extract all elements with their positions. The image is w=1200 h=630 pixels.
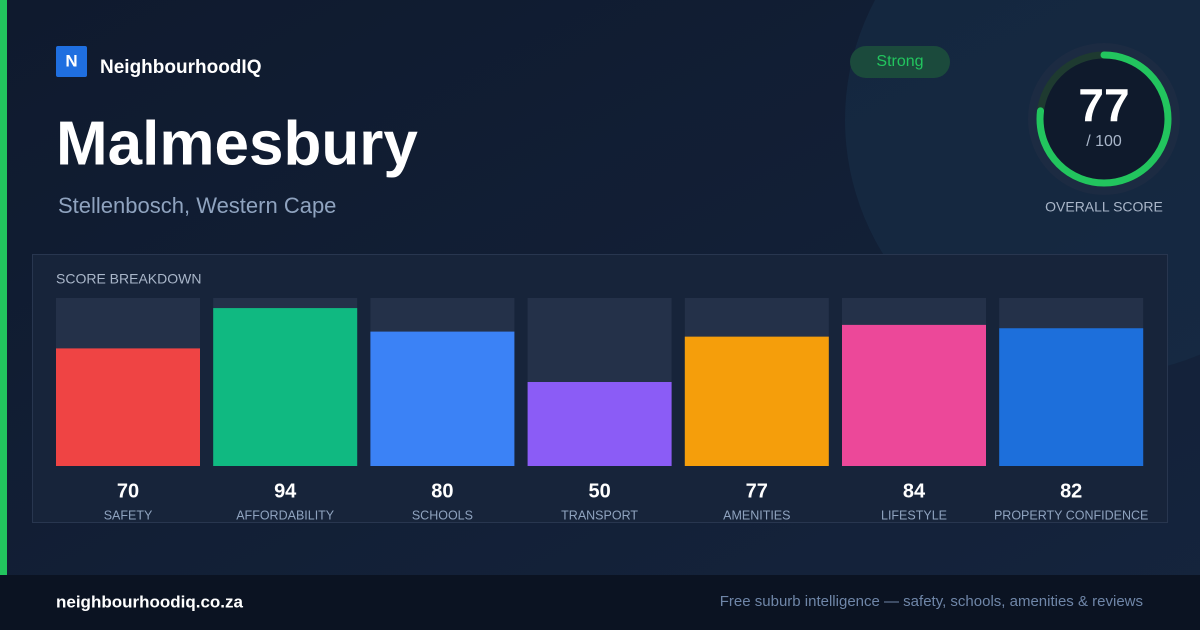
x-tick-label: SAFETY xyxy=(104,508,153,522)
x-tick-label: SCHOOLS xyxy=(412,508,473,522)
overall-label: OVERALL SCORE xyxy=(1045,199,1163,215)
badge xyxy=(850,46,950,78)
bar xyxy=(999,328,1144,466)
bar xyxy=(56,348,200,466)
x-tick-label: PROPERTY CONFIDENCE xyxy=(994,508,1148,522)
logo-letter: N xyxy=(65,51,77,70)
bar xyxy=(842,324,986,466)
value-label: 84 xyxy=(903,480,926,502)
value-label: 80 xyxy=(431,480,453,502)
title: Malmesbury xyxy=(56,109,418,178)
subtitle: Stellenbosch, Western Cape xyxy=(58,193,336,218)
accent-stripe xyxy=(0,0,7,575)
badge-text: Strong xyxy=(876,53,923,70)
value-label: 70 xyxy=(117,480,139,502)
score-ring xyxy=(1036,51,1172,187)
x-tick-label: AFFORDABILITY xyxy=(236,508,335,522)
logo xyxy=(56,46,87,77)
footer-bar xyxy=(0,575,1200,630)
footer-tagline: Free suburb intelligence — safety, schoo… xyxy=(720,593,1143,610)
x-tick-label: AMENITIES xyxy=(723,508,790,522)
bar xyxy=(213,308,358,466)
bar xyxy=(370,331,515,466)
value-label: 77 xyxy=(746,480,768,502)
overall-max: / 100 xyxy=(1086,133,1122,150)
x-tick-label: LIFESTYLE xyxy=(881,508,947,522)
brand-name: NeighbourhoodIQ xyxy=(100,57,261,78)
value-label: 94 xyxy=(274,480,297,502)
bar xyxy=(527,382,672,466)
chart-title: SCORE BREAKDOWN xyxy=(56,271,201,287)
x-tick-label: TRANSPORT xyxy=(561,508,638,522)
value-label: 50 xyxy=(588,480,610,502)
overall-score: 77 xyxy=(1078,79,1129,131)
bar xyxy=(684,336,829,466)
value-label: 82 xyxy=(1060,480,1082,502)
footer-site: neighbourhoodiq.co.za xyxy=(56,592,244,611)
